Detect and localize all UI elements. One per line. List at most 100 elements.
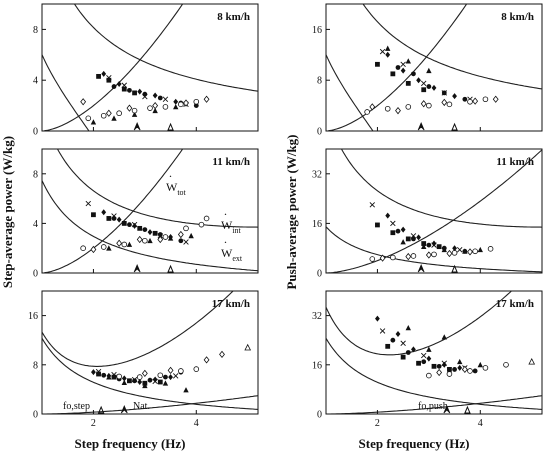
point-cross: [157, 233, 164, 239]
point-filled-circle: [147, 377, 153, 383]
point-open-diamond: [472, 97, 479, 105]
point-open-circle: [116, 110, 122, 117]
point-filled-square: [152, 230, 158, 236]
point-filled-triangle: [147, 237, 153, 244]
point-open-diamond: [446, 249, 453, 258]
point-cross: [369, 202, 376, 208]
curve-label-w-int: Wint: [221, 218, 242, 235]
point-cross: [172, 373, 179, 379]
point-cross: [111, 371, 117, 378]
point-open-circle: [142, 237, 148, 244]
point-cross: [400, 61, 406, 68]
point-filled-triangle: [477, 361, 483, 368]
y-tick-label: 4: [33, 219, 38, 230]
point-cross: [121, 82, 128, 88]
point-filled-circle: [411, 71, 416, 77]
point-filled-triangle: [462, 248, 468, 254]
point-open-diamond: [136, 235, 143, 244]
point-cross: [441, 360, 448, 366]
curve-int: [42, 149, 184, 273]
point-filled-diamond: [452, 93, 457, 100]
y-tick-label: 16: [312, 219, 322, 230]
point-open-diamond: [395, 107, 401, 115]
point-filled-circle: [411, 236, 416, 242]
point-filled-square: [132, 90, 137, 96]
point-filled-triangle: [421, 243, 427, 250]
point-filled-square: [400, 354, 406, 360]
point-cross: [379, 48, 386, 55]
point-open-diamond: [152, 101, 159, 110]
freq-marker-open: [167, 264, 174, 273]
panel-frame: [325, 3, 543, 132]
annotation-nat: Nat.: [133, 401, 150, 412]
point-filled-square: [91, 212, 96, 218]
panel-r2: 0 16 32 11 km/h: [312, 148, 543, 280]
point-filled-square: [121, 86, 127, 92]
x-tick-label: 2: [91, 418, 96, 429]
point-filled-triangle: [167, 235, 174, 241]
point-filled-diamond: [173, 98, 179, 105]
panel-speed-label: 8 km/h: [501, 11, 534, 23]
point-filled-square: [127, 378, 132, 384]
point-filled-diamond: [395, 331, 401, 338]
point-open-circle: [136, 374, 143, 380]
data-points: [364, 45, 499, 115]
point-filled-circle: [395, 65, 401, 70]
point-filled-square: [106, 216, 112, 221]
point-open-diamond: [492, 95, 499, 103]
y-tick-label: 32: [312, 311, 322, 322]
point-filled-diamond: [431, 84, 437, 91]
point-filled-circle: [178, 238, 184, 244]
point-open-circle: [178, 101, 184, 108]
curve-label-w-tot: Wtot: [166, 180, 187, 197]
point-open-diamond: [126, 104, 133, 112]
point-filled-diamond: [137, 88, 143, 95]
point-open-circle: [426, 102, 432, 109]
point-open-circle: [487, 246, 494, 252]
curve-ext: [42, 180, 258, 272]
point-open-circle: [369, 256, 376, 262]
curve-ext: [326, 226, 542, 273]
point-filled-diamond: [168, 374, 173, 381]
right-x-axis-label: Step frequency (Hz): [359, 436, 470, 451]
curve-tot: [42, 291, 234, 367]
point-filled-square: [111, 374, 117, 380]
point-filled-triangle: [162, 380, 169, 386]
point-open-circle: [451, 250, 458, 256]
point-filled-triangle: [111, 115, 117, 121]
point-filled-triangle: [131, 111, 138, 117]
point-filled-square: [421, 241, 427, 246]
point-open-diamond: [141, 369, 148, 378]
point-filled-triangle: [152, 107, 158, 114]
panel-speed-label: 17 km/h: [496, 298, 534, 310]
point-filled-triangle: [173, 103, 179, 110]
curve-int: [326, 149, 542, 273]
x-tick-label: 4: [194, 418, 199, 429]
annotation-fo-step: fo,step: [63, 401, 90, 412]
point-open-circle: [390, 254, 396, 261]
point-filled-square: [421, 87, 427, 93]
freq-marker-filled: [133, 263, 141, 273]
freq-marker-open: [451, 264, 458, 273]
point-open-circle: [178, 368, 184, 374]
point-filled-circle: [132, 378, 137, 384]
panel-frame: [325, 290, 543, 415]
point-cross: [183, 239, 189, 245]
y-tick-label: 8: [33, 25, 38, 36]
point-filled-circle: [405, 350, 411, 355]
point-open-circle: [426, 372, 432, 379]
freq-marker-filled: [443, 404, 451, 414]
point-filled-square: [436, 244, 442, 250]
y-tick-label: 8: [33, 360, 38, 371]
point-filled-diamond: [147, 229, 153, 236]
point-open-diamond: [203, 95, 210, 103]
point-filled-square: [375, 222, 380, 228]
point-open-diamond: [461, 365, 468, 374]
point-filled-triangle: [405, 325, 411, 331]
point-open-circle: [467, 368, 473, 374]
point-filled-diamond: [431, 240, 437, 247]
point-filled-diamond: [426, 355, 432, 362]
point-filled-triangle: [405, 58, 411, 64]
panel-speed-label: 11 km/h: [496, 156, 534, 168]
